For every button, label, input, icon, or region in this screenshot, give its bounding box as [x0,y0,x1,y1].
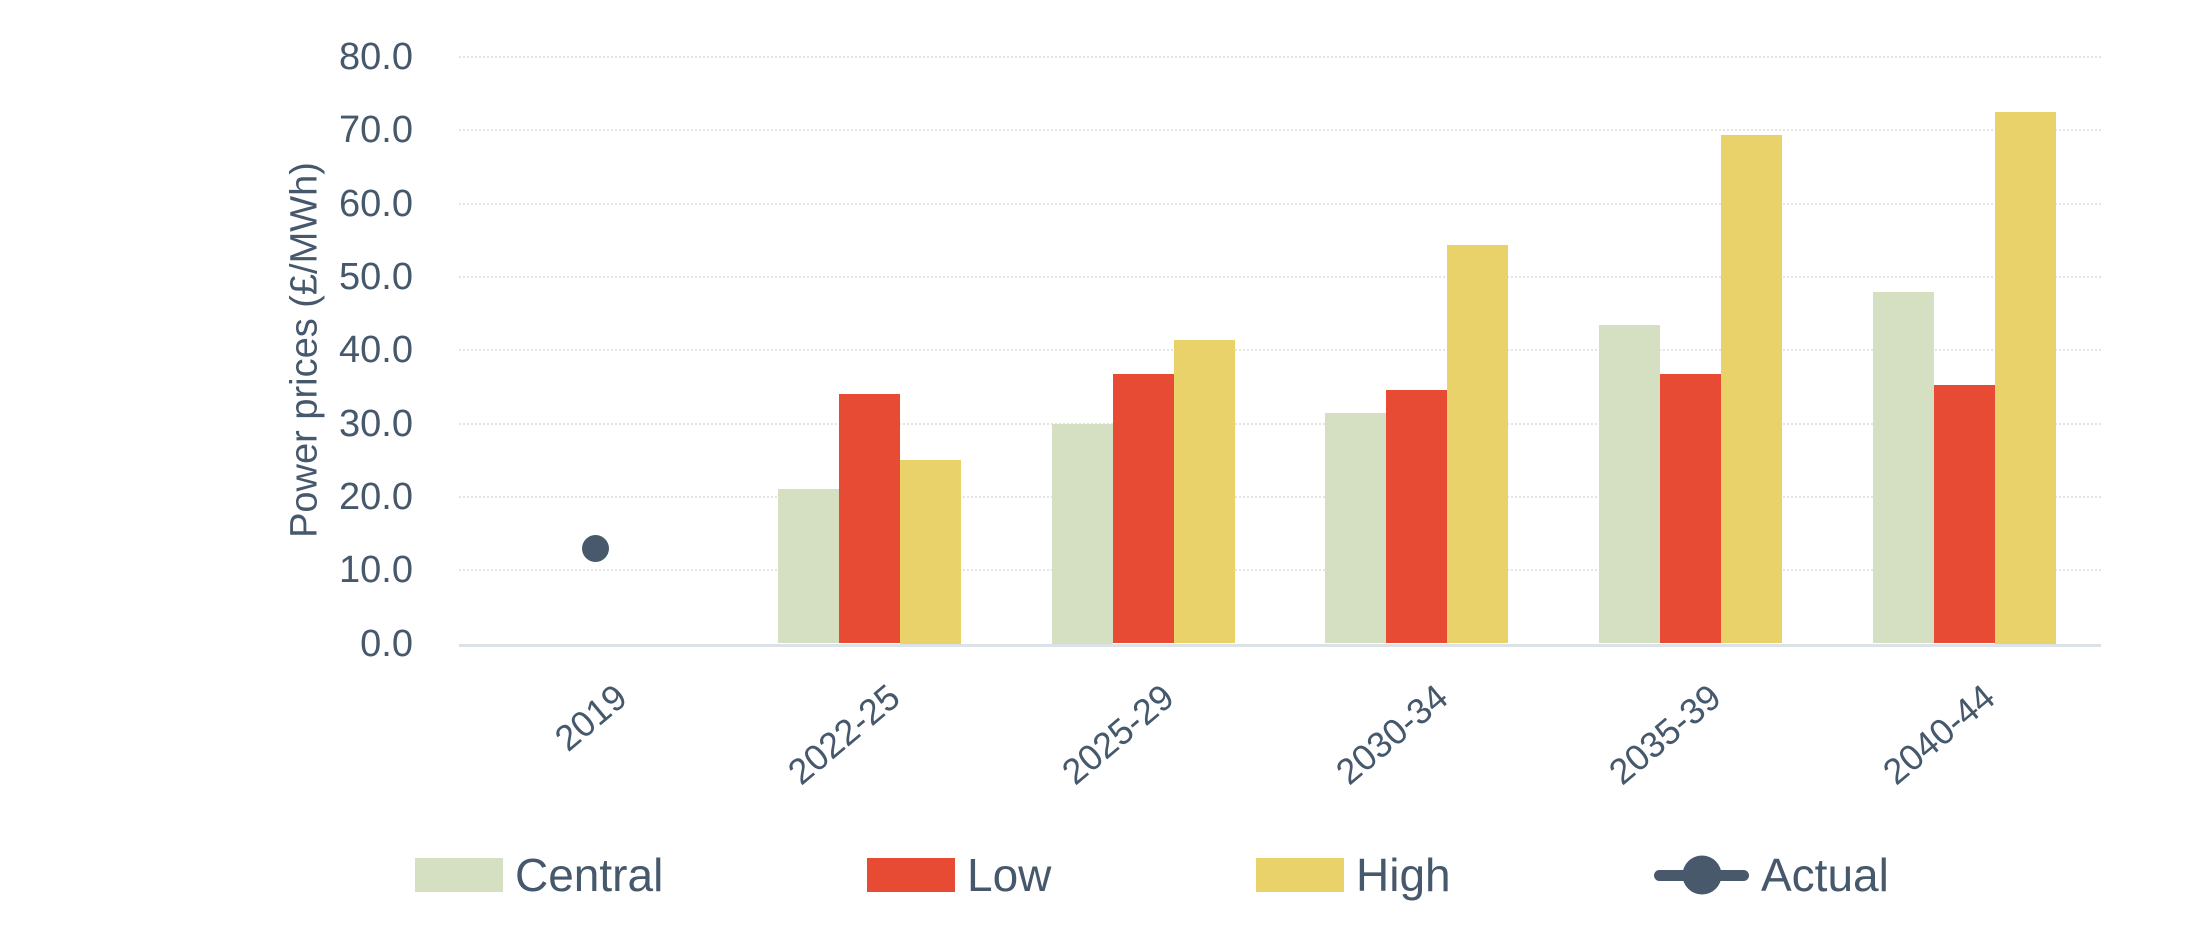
bar-high-2022-25 [900,460,961,644]
y-tick-label-10.0: 10.0 [339,549,413,592]
legend-label-central: Central [515,849,664,901]
legend-item-actual: Actual [1654,845,1889,905]
x-tick-label-2035-39: 2035-39 [1601,676,1729,793]
legend-item-central: Central [415,845,663,905]
legend-label-actual: Actual [1761,849,1889,901]
bar-high-2040-44 [1994,111,2056,644]
gridline-70.0 [459,129,2101,132]
legend-item-low: Low [867,845,1051,905]
y-tick-label-60.0: 60.0 [339,182,413,225]
bar-low-2025-29 [1112,374,1174,644]
legend-label-high: High [1356,849,1451,901]
y-tick-label-0.0: 0.0 [360,622,413,665]
y-tick-label-30.0: 30.0 [339,402,413,445]
bar-central-2022-25 [778,488,839,644]
gridline-30.0 [459,422,2101,425]
y-tick-label-80.0: 80.0 [339,36,413,78]
bar-low-2022-25 [839,393,900,644]
bar-high-2035-39 [1721,134,1782,644]
gridline-20.0 [459,495,2101,498]
y-tick-label-40.0: 40.0 [339,329,413,372]
bar-low-2040-44 [1933,385,1995,644]
bar-low-2030-34 [1386,389,1448,644]
bar-central-2025-29 [1051,423,1113,644]
gridline-60.0 [459,202,2101,205]
legend-item-high: High [1256,845,1451,905]
x-tick-label-2019: 2019 [546,676,635,759]
gridline-10.0 [459,569,2101,572]
x-axis-line [459,643,2101,647]
gridline-80.0 [459,56,2101,58]
x-tick-label-2030-34: 2030-34 [1327,676,1456,793]
y-tick-label-20.0: 20.0 [339,475,413,518]
bar-low-2035-39 [1660,374,1721,644]
legend-marker-circle [1682,855,1721,895]
bar-central-2030-34 [1325,413,1387,644]
gridline-40.0 [459,349,2101,352]
y-tick-label-70.0: 70.0 [339,109,413,152]
legend-label-low: Low [967,849,1052,901]
bar-central-2035-39 [1599,324,1660,644]
bar-high-2025-29 [1173,339,1235,644]
gridline-50.0 [459,275,2101,278]
legend-swatch-high [1256,858,1344,892]
legend-marker-actual [1654,855,1749,895]
bar-central-2040-44 [1872,291,1934,644]
actual-point-2019 [582,535,610,563]
x-tick-label-2040-44: 2040-44 [1874,676,2003,793]
y-tick-label-50.0: 50.0 [339,255,413,298]
legend-swatch-central [415,858,503,892]
x-tick-label-2022-25: 2022-25 [780,676,908,793]
legend-swatch-low [867,858,955,892]
x-tick-label-2025-29: 2025-29 [1053,676,1182,793]
bar-high-2030-34 [1447,244,1509,644]
